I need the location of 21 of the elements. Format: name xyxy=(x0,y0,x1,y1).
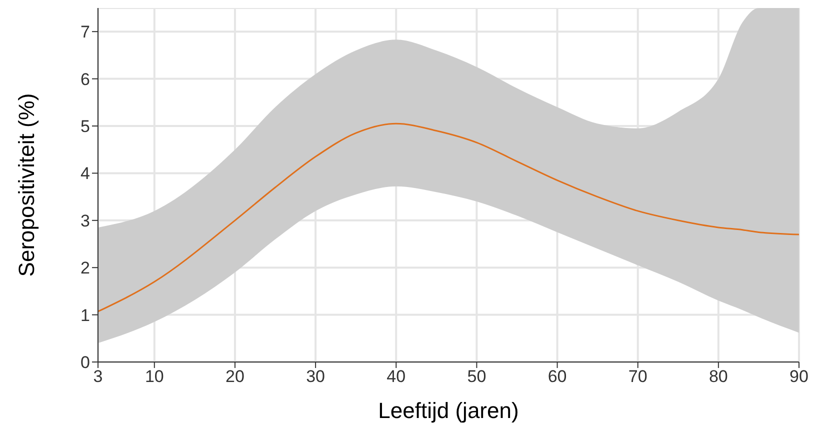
y-tick-label: 6 xyxy=(80,70,90,89)
x-tick-label: 90 xyxy=(790,367,808,386)
x-tick-label: 10 xyxy=(144,367,164,386)
x-tick-label: 80 xyxy=(708,367,728,386)
line-series xyxy=(98,122,799,312)
y-tick-label: 2 xyxy=(80,258,90,278)
x-tick-label: 50 xyxy=(467,367,486,386)
x-tick-label: 30 xyxy=(306,367,326,386)
y-tick-label: 5 xyxy=(80,117,90,136)
y-tick-label: 4 xyxy=(80,164,90,184)
x-tick-label: 20 xyxy=(226,367,244,386)
y-tick-label: 0 xyxy=(80,353,90,372)
y-tick-label: 1 xyxy=(80,306,90,325)
y-axis-title: Seropositiviteit (%) xyxy=(14,93,39,277)
y-tick-label: 7 xyxy=(80,22,90,42)
x-tick-label: 70 xyxy=(628,367,648,386)
x-tick-label: 60 xyxy=(548,367,567,386)
x-tick-label: 40 xyxy=(386,367,406,386)
y-tick-label: 3 xyxy=(80,211,90,230)
x-tick-label: 3 xyxy=(93,367,103,386)
x-axis-title: Leeftijd (jaren) xyxy=(378,398,519,423)
